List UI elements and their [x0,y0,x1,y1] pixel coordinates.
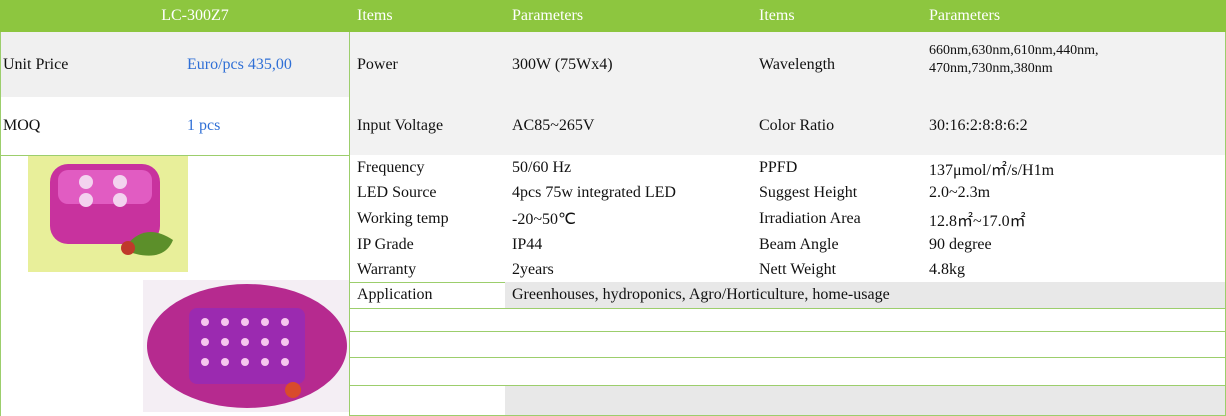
spec-item: Suggest Height [752,180,922,205]
spec-item: Warranty [350,257,505,282]
rule [350,357,1226,358]
text-line: 470nm,730nm,380nm [929,61,1053,76]
spec-item: Beam Angle [752,232,922,257]
text-line: 660nm,630nm,610nm,440nm, [929,43,1099,58]
spec-value: 2years [505,257,752,282]
spec-value: 660nm,630nm,610nm,440nm, 470nm,730nm,380n… [922,32,1226,97]
model-header: LC-300Z7 [0,0,350,32]
rule [349,32,350,416]
spec-value: 137μmol/㎡/s/H1m [922,155,1226,180]
product-photo [143,280,350,412]
blank-cell [505,386,1226,416]
spec-value: 50/60 Hz [505,155,752,180]
spec-item: IP Grade [350,232,505,257]
spec-item: Nett Weight [752,257,922,282]
product-photo [28,150,188,272]
rule [350,385,1226,386]
spec-value: 90 degree [922,232,1226,257]
spec-item: Input Voltage [350,97,505,155]
rule [0,32,1,416]
column-header: Items [752,0,922,32]
spec-item: Frequency [350,155,505,180]
spec-item: Application [357,286,433,303]
spec-item: Irradiation Area [752,205,922,232]
spec-item: PPFD [752,155,922,180]
spec-item: Working temp [350,205,505,232]
spec-value: 4pcs 75w integrated LED [505,180,752,205]
spec-value: -20~50℃ [505,205,752,232]
left-label: MOQ [0,97,180,155]
spec-item: Power [350,32,505,97]
column-header: Parameters [922,0,1226,32]
spec-item: Wavelength [752,32,922,97]
column-header: Parameters [505,0,752,32]
spec-value: 30:16:2:8:8:6:2 [922,97,1226,155]
spec-item: Color Ratio [752,97,922,155]
spec-value: 4.8kg [922,257,1226,282]
rule [350,308,1226,309]
rule [350,331,1226,332]
left-label: Unit Price [0,32,180,97]
rule [0,155,350,156]
spec-item: LED Source [350,180,505,205]
spec-value: 12.8㎡~17.0㎡ [922,205,1226,232]
column-header: Items [350,0,505,32]
spec-value: IP44 [505,232,752,257]
left-value: Euro/pcs 435,00 [180,32,350,97]
spec-value: 300W (75Wx4) [505,32,752,97]
spec-value: AC85~265V [505,97,752,155]
left-value: 1 pcs [180,97,350,155]
spec-value: 2.0~2.3m [922,180,1226,205]
spec-value: Greenhouses, hydroponics, Agro/Horticult… [505,282,1226,308]
